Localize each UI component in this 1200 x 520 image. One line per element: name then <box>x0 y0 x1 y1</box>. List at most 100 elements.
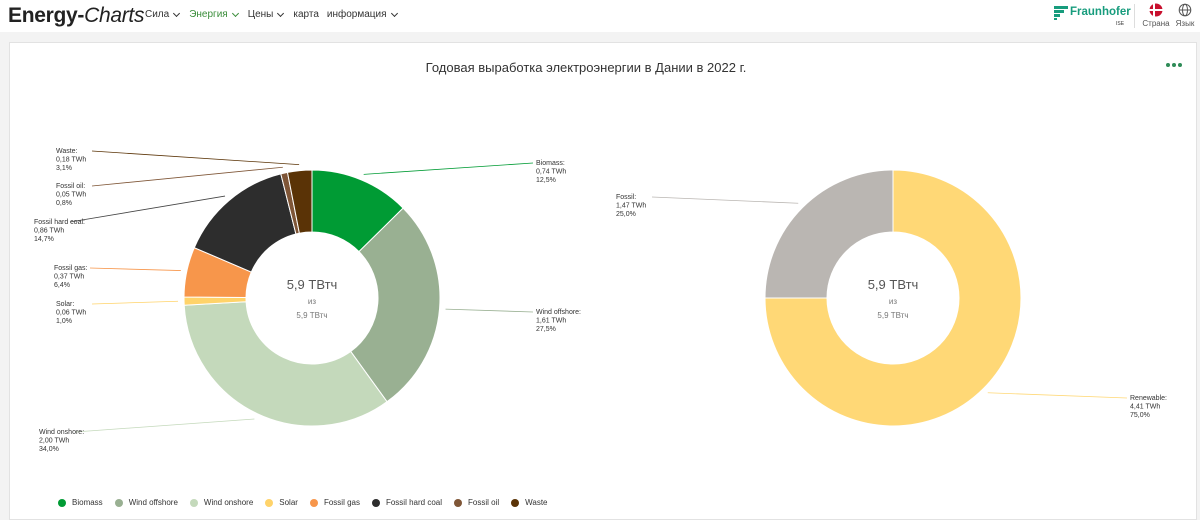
country-label: Страна <box>1142 19 1170 28</box>
data-label-renewable: 4,41 TWh <box>1130 404 1160 411</box>
data-label-wind-offshore: Wind offshore: <box>536 309 581 316</box>
center-total: 5,9 ТВтч <box>296 311 327 320</box>
fraunhofer-logo[interactable]: Fraunhofer ISE <box>1054 5 1131 29</box>
data-label-renewable: 75,0% <box>1130 412 1150 419</box>
slice-waste[interactable] <box>286 169 313 234</box>
legend-item-fossil-oil[interactable]: Fossil oil <box>454 498 499 507</box>
connector-fossil <box>651 196 799 204</box>
energy-charts-logo[interactable]: Energy-Charts <box>8 4 144 28</box>
fraunhofer-sub: ISE <box>1116 21 1125 27</box>
connector-fossil-gas <box>89 267 181 271</box>
data-label-fossil-gas: Fossil gas: <box>54 265 88 272</box>
legend-dot-icon <box>189 498 198 507</box>
chart-legend: Biomass Wind offshore Wind onshore Solar Fos… <box>58 498 548 507</box>
slice-wind-onshore[interactable] <box>183 301 388 427</box>
data-label-biomass: 0,74 TWh <box>536 169 566 176</box>
data-label-biomass: Biomass: <box>536 160 565 167</box>
dot-icon <box>1166 63 1170 67</box>
logo-text-energy: Energy- <box>8 4 85 27</box>
data-label-waste: Waste: <box>56 148 78 155</box>
country-selector[interactable]: Страна <box>1141 3 1171 28</box>
chart-menu-button[interactable] <box>1166 63 1182 67</box>
legend-item-wind-offshore[interactable]: Wind offshore <box>114 498 178 507</box>
legend-item-solar[interactable]: Solar <box>265 498 298 507</box>
dot-icon <box>1178 63 1182 67</box>
data-label-wind-onshore: Wind onshore: <box>39 429 84 436</box>
legend-item-fossil-gas[interactable]: Fossil gas <box>309 498 360 507</box>
nav-label: информация <box>326 9 387 20</box>
center-of: из <box>889 297 897 306</box>
legend-label: Waste <box>525 498 548 507</box>
legend-item-wind-onshore[interactable]: Wind onshore <box>189 498 253 507</box>
dot-icon <box>1172 63 1176 67</box>
fraunhofer-name: Fraunhofer <box>1070 6 1131 18</box>
center-of: из <box>308 297 316 306</box>
fraunhofer-mark-icon <box>1054 6 1068 20</box>
legend-dot-icon <box>511 498 520 507</box>
center-value: 5,9 ТВтч <box>287 277 338 292</box>
legend-dot-icon <box>58 498 66 507</box>
data-label-fossil-hard-coal: 0,86 TWh <box>34 228 64 235</box>
data-label-wind-onshore: 34,0% <box>39 446 59 453</box>
data-label-solar: 1,0% <box>56 318 72 325</box>
slice-fossil[interactable] <box>764 169 894 299</box>
data-label-fossil: Fossil: <box>616 194 636 201</box>
denmark-flag-icon <box>1149 3 1163 17</box>
nav-item-energy[interactable]: Энергия <box>189 9 239 20</box>
legend-dot-icon <box>309 498 318 507</box>
connector-waste <box>91 150 300 166</box>
logo-text-charts: Charts <box>84 4 145 27</box>
nav-item-info[interactable]: информация <box>327 9 399 20</box>
globe-icon <box>1178 3 1192 17</box>
connector-fossil-hard-coal <box>69 195 226 223</box>
legend-label: Biomass <box>72 498 103 507</box>
legend-label: Fossil hard coal <box>385 498 442 507</box>
data-label-solar: 0,06 TWh <box>56 310 86 317</box>
main-nav: Сила Энергия Цены карта информация <box>145 9 399 20</box>
data-label-biomass: 12,5% <box>536 177 556 184</box>
connector-biomass <box>363 162 534 175</box>
nav-label: Энергия <box>189 9 228 20</box>
chart-title: Годовая выработка электроэнергии в Дании… <box>425 60 747 75</box>
center-total: 5,9 ТВтч <box>877 311 908 320</box>
language-selector[interactable]: Язык <box>1170 3 1200 28</box>
legend-dot-icon <box>114 498 123 507</box>
data-label-fossil: 25,0% <box>616 211 636 218</box>
data-label-fossil-oil: 0,05 TWh <box>56 192 86 199</box>
data-label-fossil-oil: Fossil oil: <box>56 183 85 190</box>
legend-label: Fossil oil <box>468 498 500 507</box>
connector-wind-onshore <box>74 418 255 433</box>
legend-item-waste[interactable]: Waste <box>511 498 548 507</box>
data-label-fossil-hard-coal: 14,7% <box>34 236 54 243</box>
slice-renewable[interactable] <box>764 169 1022 427</box>
legend-dot-icon <box>454 498 462 507</box>
data-label-fossil-oil: 0,8% <box>56 200 72 207</box>
legend-dot-icon <box>265 498 274 507</box>
data-label-wind-offshore: 27,5% <box>536 326 556 333</box>
nav-item-map[interactable]: карта <box>293 9 319 20</box>
nav-item-prices[interactable]: Цены <box>248 9 286 20</box>
data-label-wind-onshore: 2,00 TWh <box>39 438 69 445</box>
nav-label: карта <box>293 9 319 20</box>
data-label-fossil: 1,47 TWh <box>616 203 646 210</box>
data-label-wind-offshore: 1,61 TWh <box>536 318 566 325</box>
top-navigation-bar: Energy-Charts Сила Энергия Цены карта ин… <box>0 0 1200 32</box>
legend-dot-icon <box>371 498 380 507</box>
data-label-waste: 3,1% <box>56 165 72 172</box>
nav-label: Цены <box>247 9 274 20</box>
connector-fossil-oil <box>91 166 283 187</box>
legend-item-fossil-hard-coal[interactable]: Fossil hard coal <box>371 498 442 507</box>
connector-renewable <box>987 392 1128 399</box>
nav-label: Сила <box>145 9 170 20</box>
connector-solar <box>91 300 179 305</box>
language-label: Язык <box>1175 19 1195 28</box>
data-label-fossil-hard-coal: Fossil hard coal: <box>34 219 85 226</box>
data-label-fossil-gas: 6,4% <box>54 282 70 289</box>
slice-wind-offshore[interactable] <box>349 207 441 403</box>
legend-item-biomass[interactable]: Biomass <box>58 498 103 507</box>
center-value: 5,9 ТВтч <box>868 277 919 292</box>
nav-item-power[interactable]: Сила <box>145 9 181 20</box>
